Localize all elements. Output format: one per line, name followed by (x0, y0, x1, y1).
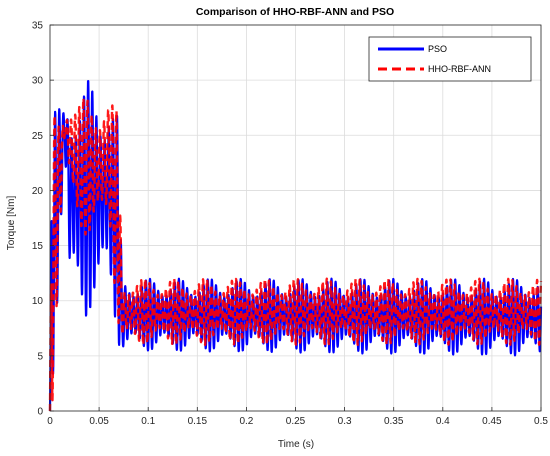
series-layer (48, 80, 543, 412)
y-tick-label: 5 (37, 351, 43, 362)
legend-label-pso: PSO (428, 44, 447, 54)
y-tick-label: 15 (32, 241, 44, 252)
x-tick-label: 0.1 (141, 416, 155, 427)
legend-box (368, 36, 532, 82)
x-tick-label: 0 (47, 416, 53, 427)
legend-label-hho-rbf-ann: HHO-RBF-ANN (428, 64, 491, 74)
x-tick-label: 0.45 (482, 416, 502, 427)
x-axis-label: Time (s) (278, 439, 314, 450)
x-tick-label: 0.25 (286, 416, 306, 427)
legend: PSO HHO-RBF-ANN (368, 36, 532, 82)
x-tick-label: 0.3 (338, 416, 352, 427)
y-tick-label: 25 (32, 131, 44, 142)
chart-title: Comparison of HHO-RBF-ANN and PSO (196, 6, 394, 18)
y-tick-label: 10 (32, 296, 44, 307)
x-tick-label: 0.35 (384, 416, 404, 427)
series-line-hho-rbf-ann (48, 97, 543, 412)
y-tick-label: 0 (37, 407, 43, 418)
y-axis-ticks: 0 5 10 15 20 25 30 35 (32, 21, 54, 418)
x-tick-label: 0.4 (436, 416, 450, 427)
x-tick-label: 0.05 (89, 416, 109, 427)
y-tick-label: 30 (32, 76, 44, 87)
x-tick-label: 0.2 (239, 416, 253, 427)
y-axis-label: Torque [Nm] (6, 196, 17, 251)
x-axis-ticks: 0 0.05 0.1 0.15 0.2 0.25 0.3 0.35 0.4 0.45 0.5 (47, 407, 548, 427)
x-tick-label: 0.15 (188, 416, 208, 427)
y-tick-label: 35 (32, 21, 44, 32)
y-tick-label: 20 (32, 186, 44, 197)
plot-area (48, 24, 543, 412)
x-tick-label: 0.5 (534, 416, 548, 427)
